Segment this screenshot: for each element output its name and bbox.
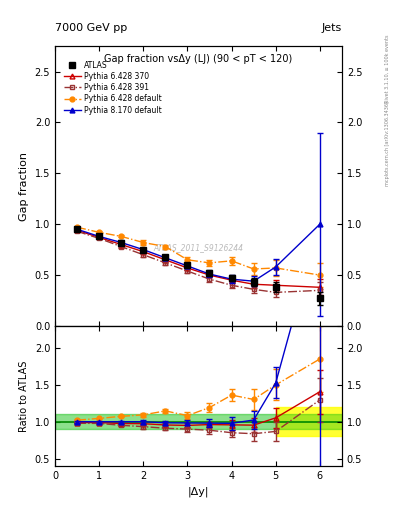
Text: Gap fraction vsΔy (LJ) (90 < pT < 120): Gap fraction vsΔy (LJ) (90 < pT < 120) bbox=[104, 54, 293, 65]
Text: Rivet 3.1.10, ≥ 100k events: Rivet 3.1.10, ≥ 100k events bbox=[385, 35, 389, 103]
Y-axis label: Gap fraction: Gap fraction bbox=[19, 152, 29, 221]
Text: Jets: Jets bbox=[321, 23, 342, 33]
X-axis label: |Δy|: |Δy| bbox=[188, 486, 209, 497]
Text: 7000 GeV pp: 7000 GeV pp bbox=[55, 23, 127, 33]
Legend: ATLAS, Pythia 6.428 370, Pythia 6.428 391, Pythia 6.428 default, Pythia 8.170 de: ATLAS, Pythia 6.428 370, Pythia 6.428 39… bbox=[62, 58, 164, 117]
Y-axis label: Ratio to ATLAS: Ratio to ATLAS bbox=[19, 360, 29, 432]
Text: ATLAS_2011_S9126244: ATLAS_2011_S9126244 bbox=[153, 243, 244, 252]
Text: mcplots.cern.ch [arXiv:1306.3436]: mcplots.cern.ch [arXiv:1306.3436] bbox=[385, 101, 389, 186]
